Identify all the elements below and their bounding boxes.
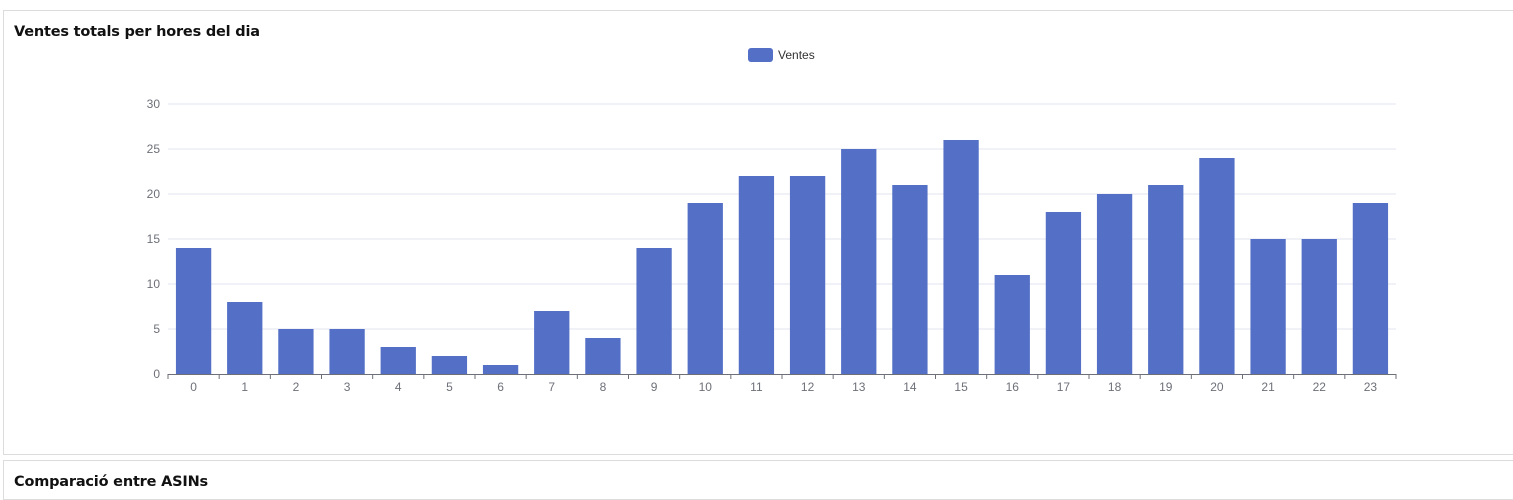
y-tick-label: 30 bbox=[147, 97, 161, 111]
y-tick-label: 5 bbox=[153, 322, 160, 336]
bar-hour-6[interactable] bbox=[482, 365, 519, 374]
bar-hour-4[interactable] bbox=[380, 347, 416, 374]
legend[interactable]: Ventes bbox=[748, 48, 815, 62]
bar-hour-13[interactable] bbox=[841, 149, 877, 374]
x-tick-label: 16 bbox=[1006, 380, 1020, 394]
chart-title: Ventes totals per hores del dia bbox=[14, 24, 260, 40]
bar-hour-2[interactable] bbox=[278, 329, 314, 374]
x-tick-label: 9 bbox=[651, 380, 658, 394]
x-tick-label: 5 bbox=[446, 380, 453, 394]
x-tick-label: 12 bbox=[801, 380, 815, 394]
bar-hour-21[interactable] bbox=[1250, 239, 1286, 374]
legend-label[interactable]: Ventes bbox=[778, 48, 815, 62]
bar-hour-16[interactable] bbox=[994, 275, 1030, 374]
x-tick-label: 20 bbox=[1210, 380, 1224, 394]
x-tick-label: 21 bbox=[1261, 380, 1275, 394]
asin-comparison-card: Comparació entre ASINs bbox=[3, 460, 1513, 500]
asin-comparison-title: Comparació entre ASINs bbox=[14, 474, 208, 490]
bar-hour-20[interactable] bbox=[1199, 158, 1235, 374]
bar-hour-23[interactable] bbox=[1352, 203, 1389, 374]
bar-hour-7[interactable] bbox=[534, 311, 570, 374]
grid-lines bbox=[168, 103, 1396, 330]
bar-hour-18[interactable] bbox=[1096, 194, 1133, 374]
x-tick-label: 8 bbox=[600, 380, 607, 394]
x-tick-label: 6 bbox=[497, 380, 504, 394]
x-tick-label: 10 bbox=[699, 380, 713, 394]
bar-hour-5[interactable] bbox=[431, 356, 468, 374]
bars bbox=[175, 140, 1389, 374]
x-tick-label: 0 bbox=[190, 380, 197, 394]
bar-hour-17[interactable] bbox=[1045, 212, 1082, 374]
bar-hour-15[interactable] bbox=[943, 140, 979, 374]
y-tick-label: 10 bbox=[147, 277, 161, 291]
legend-swatch[interactable] bbox=[748, 48, 773, 62]
x-tick-label: 13 bbox=[852, 380, 866, 394]
x-tick-label: 1 bbox=[241, 380, 248, 394]
x-tick-label: 19 bbox=[1159, 380, 1173, 394]
y-tick-label: 25 bbox=[147, 142, 161, 156]
bar-hour-12[interactable] bbox=[789, 176, 826, 374]
bar-hour-22[interactable] bbox=[1301, 239, 1337, 374]
x-tick-label: 7 bbox=[548, 380, 555, 394]
bar-hour-9[interactable] bbox=[636, 248, 672, 374]
bar-hour-0[interactable] bbox=[175, 248, 212, 374]
x-tick-label: 4 bbox=[395, 380, 402, 394]
bar-hour-1[interactable] bbox=[227, 302, 263, 374]
x-tick-label: 3 bbox=[344, 380, 351, 394]
x-tick-label: 23 bbox=[1364, 380, 1378, 394]
bar-hour-3[interactable] bbox=[329, 329, 365, 374]
y-tick-label: 20 bbox=[147, 187, 161, 201]
x-tick-label: 14 bbox=[903, 380, 917, 394]
bar-hour-10[interactable] bbox=[687, 203, 723, 374]
bar-hour-11[interactable] bbox=[738, 176, 775, 374]
y-tick-label: 0 bbox=[153, 367, 160, 381]
x-tick-label: 11 bbox=[750, 380, 763, 394]
bar-hour-14[interactable] bbox=[892, 185, 928, 374]
bar-hour-19[interactable] bbox=[1148, 185, 1184, 374]
x-tick-label: 22 bbox=[1313, 380, 1327, 394]
x-tick-label: 18 bbox=[1108, 380, 1122, 394]
x-tick-label: 2 bbox=[293, 380, 300, 394]
bar-hour-8[interactable] bbox=[585, 338, 621, 374]
y-tick-label: 15 bbox=[147, 232, 161, 246]
x-tick-label: 15 bbox=[954, 380, 968, 394]
x-tick-label: 17 bbox=[1057, 380, 1071, 394]
